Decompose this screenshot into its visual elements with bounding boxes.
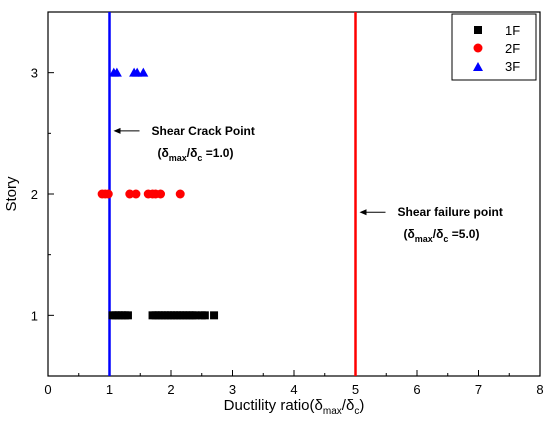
x-tick-label: 4 (290, 382, 297, 397)
x-tick-label: 6 (413, 382, 420, 397)
x-axis-title: Ductility ratio(δmax/δc) (224, 397, 365, 417)
annotation-arrowhead (113, 127, 121, 134)
legend-label-2F: 2F (505, 41, 520, 56)
annotation-label: Shear Crack Point (152, 124, 255, 138)
data-point-2F (156, 189, 166, 199)
data-points (97, 67, 219, 320)
y-tick-label: 3 (31, 66, 38, 81)
legend-marker-2F (473, 43, 483, 53)
data-point-3F (138, 67, 149, 77)
y-axis: 1 2 3 (31, 11, 54, 377)
legend-label-1F: 1F (505, 23, 520, 38)
legend-marker-3F (473, 62, 483, 71)
legend-label-3F: 3F (505, 59, 520, 74)
data-point-2F (125, 189, 135, 199)
data-point-2F (103, 189, 113, 199)
data-point-1F (200, 311, 209, 320)
legend: 1F 2F 3F (451, 13, 537, 81)
x-tick-label: 8 (536, 382, 543, 397)
x-tick-label: 3 (229, 382, 236, 397)
x-tick-label: 7 (475, 382, 482, 397)
y-axis-title: Story (3, 176, 20, 212)
x-tick-label: 2 (167, 382, 174, 397)
annotation-arrowhead (359, 209, 367, 216)
data-point-1F (191, 311, 200, 320)
data-point-1F (123, 311, 132, 320)
x-tick-label: 5 (352, 382, 359, 397)
legend-box (451, 13, 537, 81)
legend-marker-1F (474, 26, 482, 34)
annotation-ratio: (δmax/δc =5.0) (404, 227, 480, 244)
y-tick-label: 2 (31, 187, 38, 202)
x-tick-label: 0 (44, 382, 51, 397)
data-point-2F (175, 189, 185, 199)
y-tick-label: 1 (31, 308, 38, 323)
data-point-3F (111, 67, 122, 77)
data-point-1F (210, 311, 219, 320)
annotation-ratio: (δmax/δc =1.0) (158, 146, 234, 163)
x-tick-label: 1 (106, 382, 113, 397)
annotation-label: Shear failure point (398, 205, 503, 219)
annotations: Shear Crack Point (δmax/δc =1.0) Shear fai… (113, 124, 503, 244)
data-point-2F (131, 189, 141, 199)
